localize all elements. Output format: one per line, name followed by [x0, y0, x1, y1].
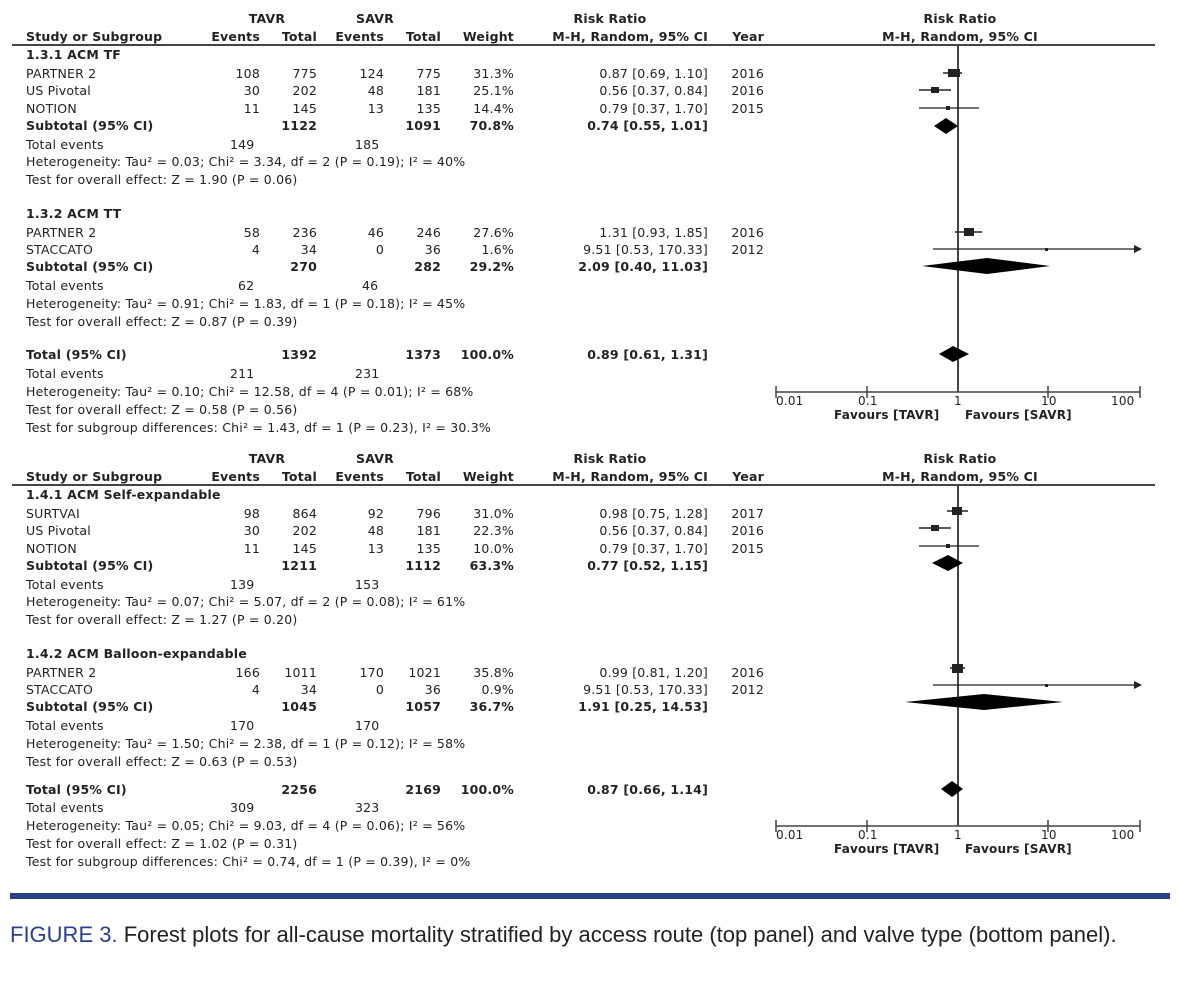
rr-ci-header: M-H, Random, 95% CI	[552, 469, 708, 484]
study-col-header: Study or Subgroup	[26, 29, 163, 44]
rr-ci-header: M-H, Random, 95% CI	[552, 29, 708, 44]
overall-effect-text: Test for overall effect: Z = 1.90 (P = 0…	[26, 172, 298, 187]
tick-label: 10	[1041, 828, 1057, 842]
savr-header: SAVR	[356, 451, 394, 466]
plot-header-top: Risk Ratio	[923, 11, 997, 26]
heterogeneity-text: Heterogeneity: Tau² = 1.50; Chi² = 2.38,…	[26, 736, 466, 751]
overall-effect-text: Test for overall effect: Z = 1.27 (P = 0…	[26, 612, 298, 627]
overall-effect-text: Test for overall effect: Z = 0.63 (P = 0…	[26, 754, 298, 769]
weight-header: Weight	[462, 469, 514, 484]
savr-header: SAVR	[356, 11, 394, 26]
favours-savr-label: Favours [SAVR]	[965, 408, 1072, 422]
subgroup-diff-text: Test for subgroup differences: Chi² = 1.…	[26, 420, 491, 435]
rr-header-top: Risk Ratio	[573, 451, 647, 466]
heterogeneity-text: Heterogeneity: Tau² = 0.91; Chi² = 1.83,…	[26, 296, 466, 311]
subgroup-title: 1.3.1 ACM TF	[26, 47, 122, 62]
tick-label: 0.1	[858, 394, 878, 408]
plot-header-bottom: M-H, Random, 95% CI	[882, 29, 1038, 44]
plot-header-top: Risk Ratio	[923, 451, 997, 466]
subgroup-title: 1.3.2 ACM TT	[26, 206, 122, 221]
tick-label: 1	[954, 828, 962, 842]
forest-plot-top-panel: TAVR SAVR Risk Ratio Risk Ratio Study or…	[0, 0, 1180, 440]
caption-divider	[10, 893, 1170, 899]
tick-label: 100	[1111, 394, 1135, 408]
tavr-header: TAVR	[248, 451, 286, 466]
savr-events-header: Events	[335, 29, 384, 44]
subgroup-diff-text: Test for subgroup differences: Chi² = 0.…	[26, 854, 471, 869]
study-col-header: Study or Subgroup	[26, 469, 163, 484]
heterogeneity-text: Heterogeneity: Tau² = 0.10; Chi² = 12.58…	[26, 384, 474, 399]
overall-effect-text: Test for overall effect: Z = 0.87 (P = 0…	[26, 314, 298, 329]
savr-events-header: Events	[335, 469, 384, 484]
tavr-events-header: Events	[211, 469, 260, 484]
forest-plot-bottom-panel: TAVR SAVR Risk Ratio Risk Ratio Study or…	[0, 440, 1180, 880]
year-header: Year	[732, 469, 764, 484]
subgroup-title: 1.4.1 ACM Self-expandable	[26, 487, 221, 502]
header-rule	[12, 484, 1155, 486]
tick-label: 10	[1041, 394, 1057, 408]
heterogeneity-text: Heterogeneity: Tau² = 0.07; Chi² = 5.07,…	[26, 594, 466, 609]
subgroup-title: 1.4.2 ACM Balloon-expandable	[26, 646, 247, 661]
forest-graphic-top	[775, 45, 1142, 398]
favours-savr-label: Favours [SAVR]	[965, 842, 1072, 856]
overall-effect-text: Test for overall effect: Z = 0.58 (P = 0…	[26, 402, 298, 417]
year-header: Year	[732, 29, 764, 44]
heterogeneity-text: Heterogeneity: Tau² = 0.03; Chi² = 3.34,…	[26, 154, 466, 169]
tavr-header: TAVR	[248, 11, 286, 26]
tick-label: 100	[1111, 828, 1135, 842]
figure-label: FIGURE 3.	[10, 922, 118, 947]
tick-label: 1	[954, 394, 962, 408]
favours-tavr-label: Favours [TAVR]	[834, 842, 940, 856]
tavr-total-header: Total	[281, 469, 317, 484]
weight-header: Weight	[462, 29, 514, 44]
tavr-total-header: Total	[281, 29, 317, 44]
favours-tavr-label: Favours [TAVR]	[834, 408, 940, 422]
tavr-events-header: Events	[211, 29, 260, 44]
figure-caption: FIGURE 3. Forest plots for all-cause mor…	[10, 918, 1170, 952]
tick-label: 0.1	[858, 828, 878, 842]
tick-label: 0.01	[776, 394, 804, 408]
rr-header-top: Risk Ratio	[573, 11, 647, 26]
savr-total-header: Total	[405, 29, 441, 44]
plot-header-bottom: M-H, Random, 95% CI	[882, 469, 1038, 484]
overall-effect-text: Test for overall effect: Z = 1.02 (P = 0…	[26, 836, 298, 851]
heterogeneity-text: Heterogeneity: Tau² = 0.05; Chi² = 9.03,…	[26, 818, 466, 833]
caption-text: Forest plots for all-cause mortality str…	[117, 922, 1117, 947]
tick-label: 0.01	[776, 828, 804, 842]
header-rule	[12, 44, 1155, 46]
savr-total-header: Total	[405, 469, 441, 484]
